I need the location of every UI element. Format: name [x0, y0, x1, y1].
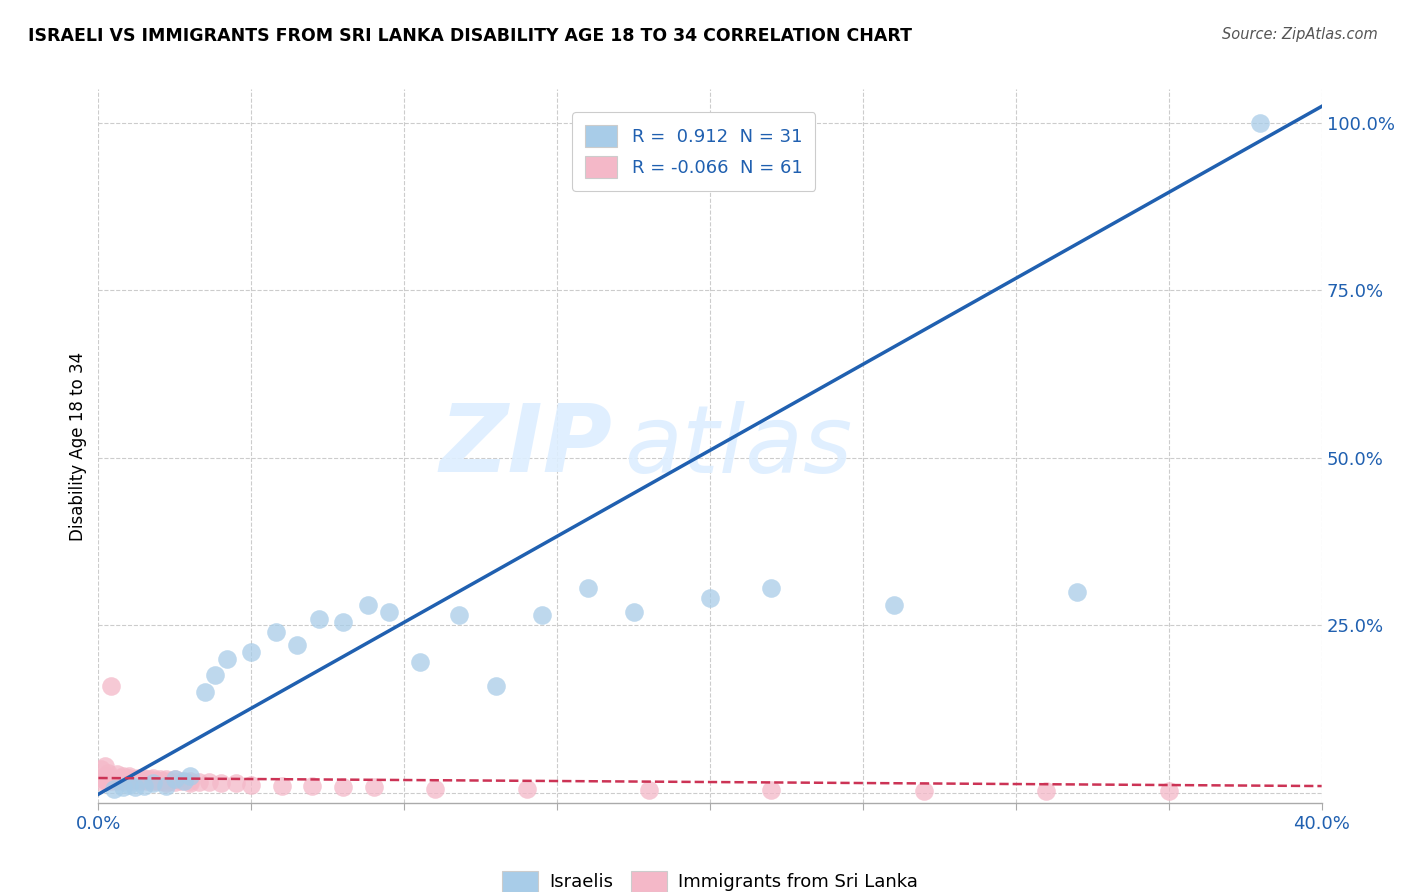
Point — [136, 773, 159, 788]
Point — [209, 776, 232, 790]
Point — [124, 780, 146, 795]
Y-axis label: Disability Age 18 to 34: Disability Age 18 to 34 — [69, 351, 87, 541]
Point — [105, 773, 128, 788]
Point — [1035, 784, 1057, 798]
Point — [149, 772, 172, 787]
Point — [93, 769, 115, 783]
Point — [270, 779, 292, 793]
Point — [89, 773, 111, 788]
Point — [699, 591, 721, 606]
Point — [103, 772, 125, 787]
Point — [759, 783, 782, 797]
Point — [332, 780, 354, 795]
Point — [883, 598, 905, 612]
Point — [173, 773, 195, 788]
Point — [155, 775, 177, 789]
Point — [111, 780, 134, 795]
Point — [308, 611, 330, 625]
Point — [111, 769, 134, 783]
Point — [142, 771, 165, 785]
Point — [157, 773, 180, 788]
Point — [142, 773, 165, 788]
Point — [179, 769, 201, 783]
Point — [363, 780, 385, 795]
Point — [449, 608, 471, 623]
Point — [240, 645, 263, 659]
Point — [97, 765, 120, 780]
Point — [98, 772, 121, 787]
Point — [91, 772, 114, 787]
Point — [124, 772, 146, 787]
Point — [118, 778, 141, 792]
Point — [121, 773, 143, 788]
Point — [179, 776, 201, 790]
Point — [1157, 784, 1180, 798]
Point — [93, 759, 115, 773]
Point — [129, 773, 152, 788]
Point — [149, 773, 172, 788]
Point — [100, 679, 122, 693]
Point — [97, 771, 120, 785]
Point — [759, 582, 782, 596]
Point — [530, 608, 553, 623]
Point — [118, 769, 141, 783]
Point — [155, 779, 177, 793]
Point — [103, 782, 125, 797]
Point — [108, 771, 131, 785]
Point — [100, 773, 122, 788]
Point — [1249, 116, 1271, 130]
Point — [152, 773, 174, 788]
Text: ZIP: ZIP — [439, 400, 612, 492]
Point — [115, 772, 138, 787]
Point — [194, 685, 217, 699]
Point — [142, 775, 165, 789]
Point — [576, 582, 599, 596]
Point — [134, 771, 156, 785]
Point — [516, 781, 538, 796]
Point — [94, 773, 117, 788]
Point — [139, 772, 162, 787]
Point — [163, 775, 186, 789]
Point — [127, 771, 149, 785]
Point — [101, 771, 124, 785]
Point — [1066, 584, 1088, 599]
Point — [356, 598, 378, 612]
Point — [188, 775, 211, 789]
Point — [225, 776, 247, 790]
Point — [623, 605, 645, 619]
Point — [155, 772, 177, 787]
Point — [90, 762, 112, 776]
Point — [204, 668, 226, 682]
Point — [163, 772, 186, 787]
Point — [179, 773, 201, 788]
Text: atlas: atlas — [624, 401, 852, 491]
Point — [912, 784, 935, 798]
Point — [197, 775, 219, 789]
Point — [264, 624, 287, 639]
Point — [124, 772, 146, 787]
Point — [423, 781, 446, 796]
Point — [134, 772, 156, 787]
Point — [332, 615, 354, 629]
Point — [145, 773, 167, 788]
Text: ISRAELI VS IMMIGRANTS FROM SRI LANKA DISABILITY AGE 18 TO 34 CORRELATION CHART: ISRAELI VS IMMIGRANTS FROM SRI LANKA DIS… — [28, 27, 912, 45]
Point — [637, 783, 661, 797]
Point — [301, 779, 323, 793]
Point — [170, 773, 193, 788]
Point — [485, 679, 508, 693]
Text: Source: ZipAtlas.com: Source: ZipAtlas.com — [1222, 27, 1378, 42]
Point — [408, 655, 430, 669]
Point — [285, 638, 308, 652]
Point — [163, 772, 186, 787]
Point — [378, 605, 401, 619]
Point — [105, 767, 128, 781]
Point — [240, 778, 263, 792]
Point — [111, 773, 134, 788]
Point — [134, 779, 156, 793]
Legend: Israelis, Immigrants from Sri Lanka: Israelis, Immigrants from Sri Lanka — [494, 862, 927, 892]
Point — [215, 651, 238, 665]
Point — [90, 771, 112, 785]
Point — [118, 771, 141, 785]
